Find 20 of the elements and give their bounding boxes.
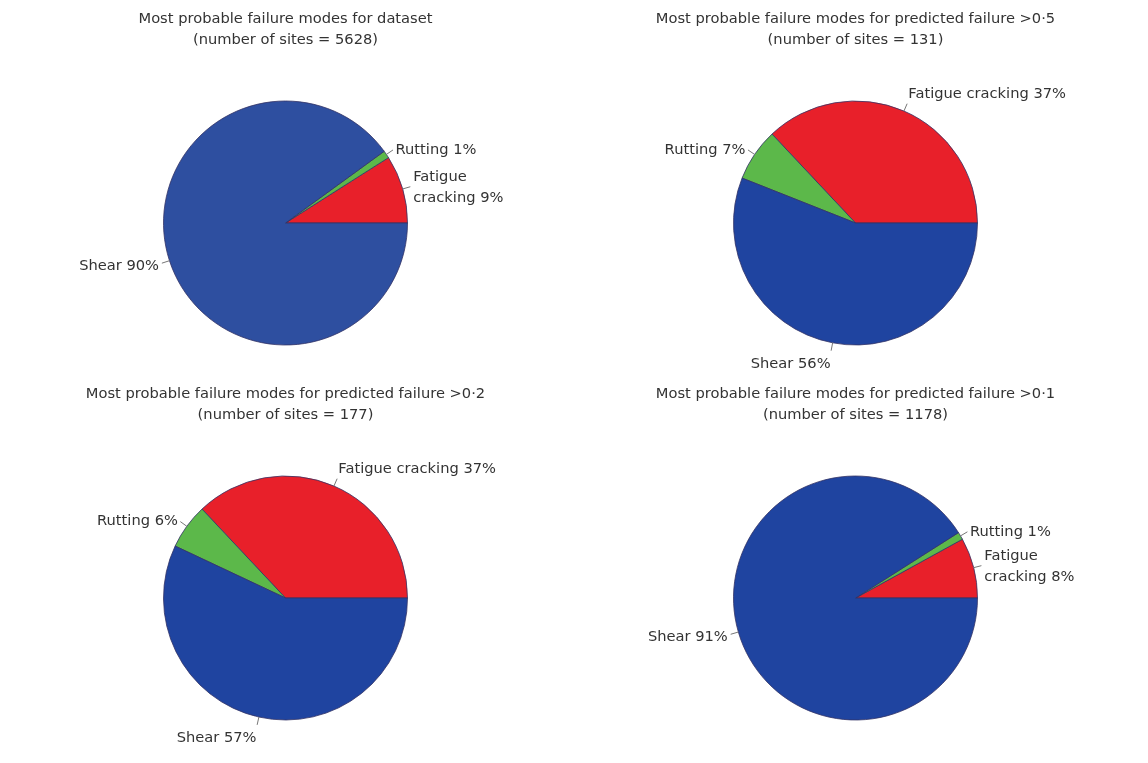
chart-title: Most probable failure modes for predicted failure >0·1 (655, 383, 1056, 401)
chart-subtitle: (number of sites = 5628) (192, 29, 379, 47)
slice-label: Rutting 7% (664, 139, 746, 157)
chart-subtitle: (number of sites = 131) (767, 29, 944, 47)
slice-label: Rutting 1% (395, 139, 477, 157)
chart-title: Most probable failure modes for predicted failure >0·2 (85, 383, 486, 401)
slice-label: Shear 91% (647, 626, 728, 644)
chart-title: Most probable failure modes for predicted failure >0·5 (655, 8, 1056, 26)
slice-label: Shear 57% (176, 727, 257, 745)
chart-title: Most probable failure modes for dataset (138, 8, 433, 26)
slice-label: Fatigue cracking 9% (413, 167, 504, 205)
chart-subtitle: (number of sites = 177) (197, 404, 374, 422)
slice-label: Fatigue cracking 8% (984, 546, 1075, 584)
chart-subtitle: (number of sites = 1178) (762, 404, 949, 422)
slice-label: Rutting 1% (969, 521, 1051, 539)
slice-label: Shear 90% (79, 255, 160, 273)
slice-label: Fatigue cracking 37% (908, 83, 1067, 101)
slice-label: Rutting 6% (97, 511, 178, 529)
slice-label: Shear 56% (750, 353, 831, 371)
slice-label: Fatigue cracking 37% (338, 458, 497, 476)
